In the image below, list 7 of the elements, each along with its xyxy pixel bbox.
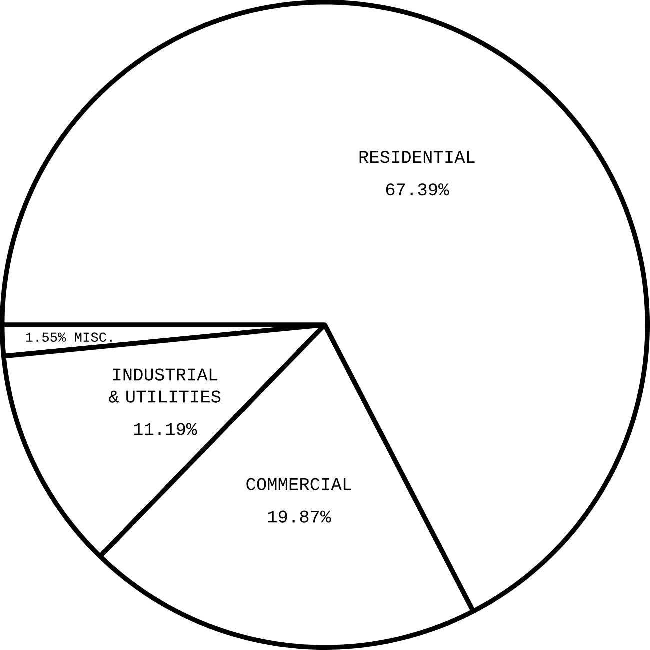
data-label: 11.19%	[134, 423, 198, 436]
data-label: 67.39%	[386, 184, 450, 196]
slice-label: COMMERCIAL	[246, 478, 352, 490]
slice-label: RESIDENTIAL	[360, 151, 475, 164]
slice-label: 1.55% MISC.	[26, 332, 112, 342]
data-label: 19.87%	[268, 510, 332, 523]
slice-label: INDUSTRIAL & UTILITIES	[109, 368, 221, 403]
